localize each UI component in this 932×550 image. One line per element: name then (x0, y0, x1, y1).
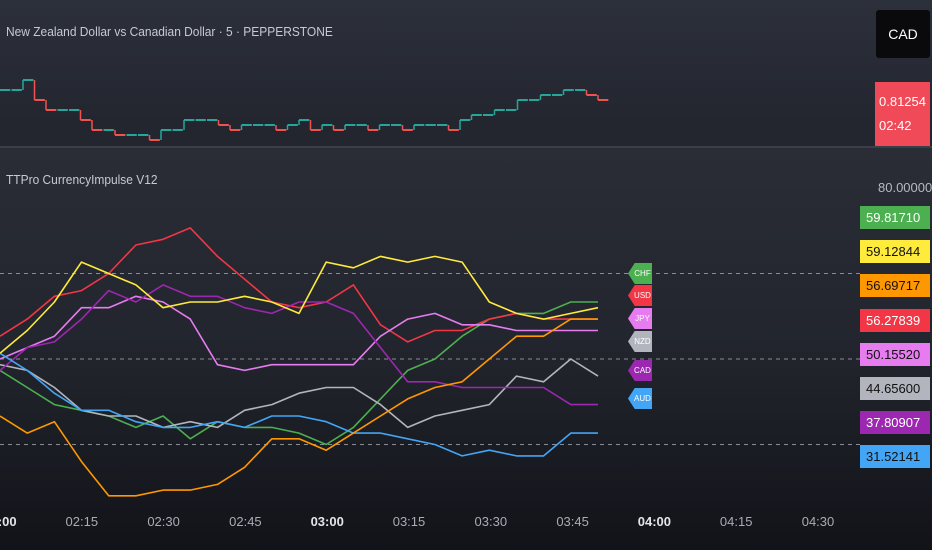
time-axis-label: 03:45 (556, 514, 589, 529)
currency-flag-usd: USD (628, 285, 652, 306)
scale-top-value: 80.00000 (878, 180, 932, 195)
indicator-pane[interactable] (0, 148, 932, 550)
time-axis-label: 02:30 (147, 514, 180, 529)
series-line-ff9800[interactable] (0, 318, 598, 497)
time-axis-label: 04:00 (637, 514, 672, 529)
series-line-usd[interactable] (0, 227, 598, 343)
time-axis-label: 03:00 (310, 514, 344, 529)
time-axis-label: 04:15 (719, 514, 753, 529)
last-price-value: 0.81254 (879, 94, 926, 109)
time-axis-label: 02:45 (229, 514, 262, 529)
currency-flag-chf: CHF (628, 263, 652, 284)
scale-value-tag: 50.15520 (860, 342, 930, 366)
time-axis-label: 03:15 (392, 514, 426, 529)
scale-value-tag: 37.80907 (860, 411, 930, 435)
series-line-chf[interactable] (0, 301, 598, 446)
scale-value-tag: 56.69717 (860, 274, 930, 298)
time-axis-label: 02:15 (65, 514, 99, 529)
currency-flag-jpy: JPY (628, 308, 652, 329)
currency-flag-aud: AUD (628, 388, 652, 409)
scale-value-tag: 56.27839 (860, 308, 930, 332)
currency-flag-nzd: NZD (628, 331, 652, 352)
scale-value-tag: 59.81710 (860, 206, 930, 229)
currency-label[interactable]: CAD (876, 10, 930, 58)
series-line-cad[interactable] (0, 284, 598, 406)
last-price-tag: 0.81254 02:42 (875, 82, 930, 146)
series-line-aud[interactable] (0, 352, 598, 457)
currency-flag-cad: CAD (628, 360, 652, 381)
series-line-nzd[interactable] (0, 358, 599, 429)
time-axis-label: 04:30 (801, 514, 835, 529)
indicator-title[interactable]: TTPro CurrencyImpulse V12 (6, 172, 158, 187)
series-line-jpy[interactable] (0, 295, 598, 372)
series-line-ffeb3b[interactable] (0, 255, 599, 354)
pane-divider[interactable] (0, 146, 932, 148)
scale-value-tag: 44.65600 (860, 377, 930, 400)
price-chart[interactable] (0, 0, 932, 146)
bar-countdown: 02:42 (879, 118, 912, 133)
scale-value-tag: 59.12844 (860, 240, 930, 264)
symbol-title: New Zealand Dollar vs Canadian Dollar · … (6, 24, 333, 39)
scale-value-tag: 31.52141 (860, 445, 930, 469)
time-axis-label: 03:30 (474, 514, 508, 529)
time-axis-label: 02:00 (0, 514, 17, 529)
